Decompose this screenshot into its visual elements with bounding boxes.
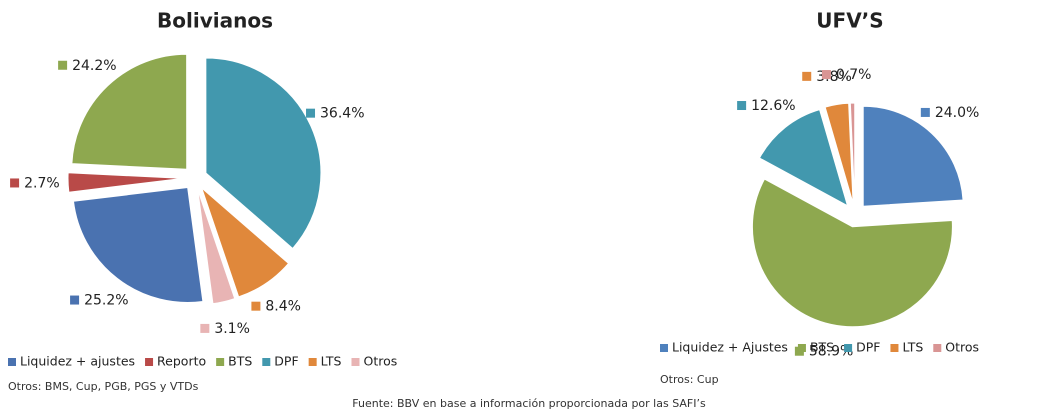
legend-label: BTS bbox=[810, 340, 834, 355]
label-swatch bbox=[802, 71, 812, 81]
legend-swatch bbox=[216, 358, 225, 366]
label-swatch bbox=[737, 101, 747, 111]
legend-swatch bbox=[262, 358, 271, 366]
legend-swatch bbox=[797, 344, 806, 352]
label-swatch bbox=[920, 107, 930, 117]
label-swatch bbox=[10, 178, 20, 188]
data-label: 2.7% bbox=[24, 175, 60, 191]
data-label: 24.2% bbox=[72, 58, 116, 74]
pie-slice bbox=[849, 102, 856, 204]
legend-label: LTS bbox=[902, 340, 923, 355]
legend-swatch bbox=[145, 358, 154, 366]
pie-slice bbox=[205, 57, 322, 250]
data-label: 0.7% bbox=[836, 67, 872, 83]
legend-swatch bbox=[844, 344, 853, 352]
legend-label: BTS bbox=[228, 354, 252, 369]
chart-note: Otros: BMS, Cup, PGB, PGS y VTDs bbox=[8, 380, 199, 393]
data-label: 8.4% bbox=[265, 299, 301, 315]
label-swatch bbox=[200, 323, 210, 333]
legend-label: Otros bbox=[363, 354, 397, 369]
legend-label: LTS bbox=[321, 354, 342, 369]
pie-slice bbox=[758, 109, 849, 207]
pie-slice bbox=[71, 53, 188, 170]
data-label: 36.4% bbox=[320, 106, 364, 122]
source: Fuente: BBV en base a información propor… bbox=[352, 397, 706, 410]
pie-slice bbox=[824, 102, 854, 204]
legend-swatch bbox=[933, 344, 942, 352]
label-swatch bbox=[58, 60, 68, 70]
pie-slice bbox=[72, 186, 204, 303]
chart-title: UFV’S bbox=[816, 9, 883, 33]
pie-slice bbox=[200, 186, 290, 298]
label-swatch bbox=[251, 301, 261, 311]
data-label: 12.6% bbox=[751, 98, 795, 114]
legend-label: Otros bbox=[945, 340, 979, 355]
pie-slice bbox=[751, 178, 953, 328]
legend-label: Liquidez + ajustes bbox=[20, 354, 135, 369]
legend-label: Liquidez + Ajustes bbox=[672, 340, 788, 355]
legend-swatch bbox=[351, 358, 360, 366]
legend-label: DPF bbox=[274, 354, 298, 369]
chart-title: Bolivianos bbox=[157, 9, 273, 33]
label-swatch bbox=[306, 108, 316, 118]
label-swatch bbox=[821, 70, 831, 80]
label-swatch bbox=[70, 295, 80, 305]
legend-swatch bbox=[890, 344, 899, 352]
chart-note: Otros: Cup bbox=[660, 373, 719, 386]
legend-swatch bbox=[660, 344, 668, 352]
legend-label: Reporto bbox=[157, 354, 206, 369]
data-label: 58.9% bbox=[809, 344, 853, 360]
pie-slice bbox=[862, 105, 964, 207]
pie-slice bbox=[67, 172, 184, 193]
pie-slice bbox=[197, 189, 236, 305]
legend-swatch bbox=[308, 358, 317, 366]
data-label: 24.0% bbox=[935, 105, 979, 121]
data-label: 25.2% bbox=[84, 293, 128, 309]
legend-swatch bbox=[8, 358, 16, 366]
data-label: 3.1% bbox=[214, 321, 250, 337]
legend-label: DPF bbox=[856, 340, 880, 355]
